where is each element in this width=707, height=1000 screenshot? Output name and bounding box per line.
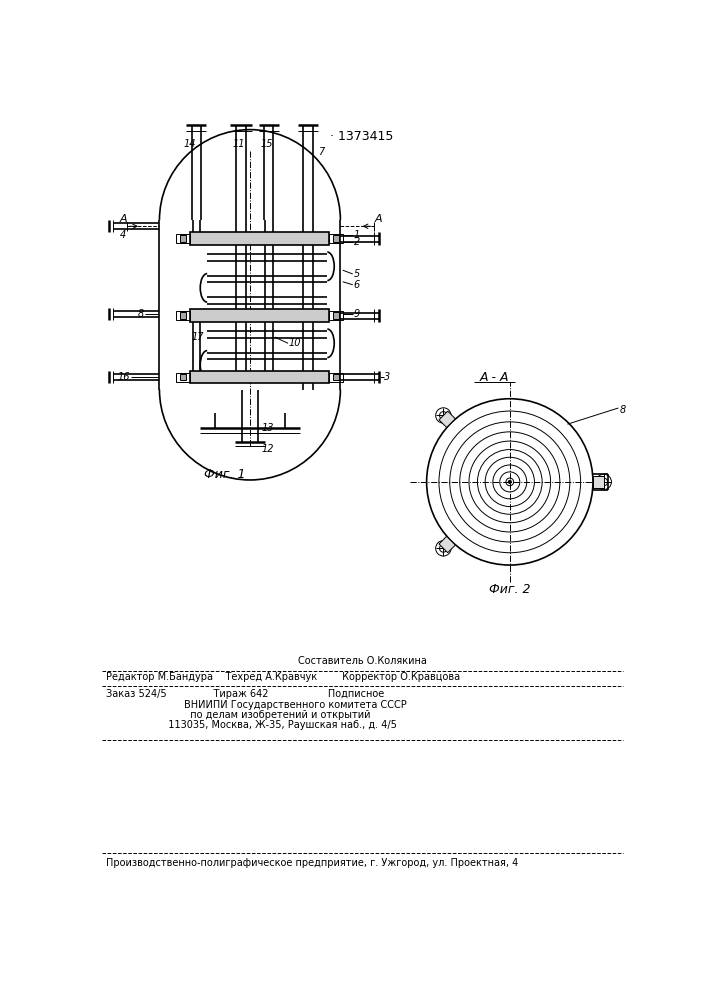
Bar	[180, 235, 187, 242]
Text: · 1373415: · 1373415	[330, 130, 394, 143]
Text: 2: 2	[354, 237, 360, 247]
Bar	[333, 312, 339, 319]
Text: А: А	[119, 214, 127, 224]
Text: 113035, Москва, Ж-35, Раушская наб., д. 4/5: 113035, Москва, Ж-35, Раушская наб., д. …	[160, 720, 397, 730]
Text: А - А: А - А	[479, 371, 509, 384]
Circle shape	[508, 480, 511, 483]
Text: 3: 3	[385, 372, 390, 382]
Bar	[176, 373, 190, 382]
Text: 13: 13	[262, 423, 274, 433]
Text: Фиг. 2: Фиг. 2	[489, 583, 530, 596]
Text: 1: 1	[354, 230, 360, 240]
Text: Составитель О.Колякина: Составитель О.Колякина	[298, 656, 426, 666]
Polygon shape	[439, 536, 455, 553]
Text: 14: 14	[184, 139, 197, 149]
Bar	[190, 371, 329, 383]
Text: ВНИИПИ Государственного комитета СССР: ВНИИПИ Государственного комитета СССР	[160, 700, 407, 710]
Text: 9: 9	[354, 309, 360, 319]
Polygon shape	[439, 411, 455, 427]
Bar	[176, 234, 190, 243]
Bar	[333, 374, 339, 380]
Text: 7: 7	[318, 147, 325, 157]
Text: 12: 12	[262, 444, 274, 454]
Text: 4: 4	[120, 230, 127, 240]
Text: 16: 16	[117, 372, 130, 382]
Text: 11: 11	[233, 139, 245, 149]
Bar	[180, 374, 187, 380]
Text: А: А	[375, 214, 382, 224]
Bar	[329, 373, 343, 382]
Bar	[329, 234, 343, 243]
Text: 17: 17	[192, 332, 204, 342]
Text: Заказ 524/5               Тираж 642                   Подписное: Заказ 524/5 Тираж 642 Подписное	[105, 689, 384, 699]
Bar	[180, 312, 187, 319]
Text: по делам изобретений и открытий: по делам изобретений и открытий	[160, 710, 371, 720]
Text: 5: 5	[354, 269, 360, 279]
Text: 8: 8	[620, 405, 626, 415]
Text: 6: 6	[354, 280, 360, 290]
Bar	[190, 232, 329, 245]
Text: 15: 15	[260, 139, 273, 149]
Text: Фиг. 1: Фиг. 1	[204, 468, 245, 481]
Text: Редактор М.Бандура    Техред А.Кравчук        Корректор О.Кравцова: Редактор М.Бандура Техред А.Кравчук Корр…	[105, 672, 460, 682]
Polygon shape	[593, 476, 604, 488]
Bar	[333, 235, 339, 242]
Text: Производственно-полиграфическое предприятие, г. Ужгород, ул. Проектная, 4: Производственно-полиграфическое предприя…	[105, 858, 518, 868]
Bar	[329, 311, 343, 320]
Text: 10: 10	[288, 338, 301, 348]
Bar	[176, 311, 190, 320]
Bar	[190, 309, 329, 322]
Text: 8: 8	[138, 309, 144, 319]
